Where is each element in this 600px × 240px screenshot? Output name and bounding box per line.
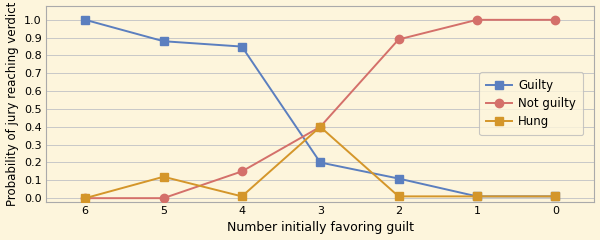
X-axis label: Number initially favoring guilt: Number initially favoring guilt: [227, 222, 414, 234]
Not guilty: [238, 170, 245, 173]
Not guilty: [82, 197, 89, 200]
Not guilty: [160, 197, 167, 200]
Not guilty: [395, 38, 402, 41]
Hung: [160, 175, 167, 178]
Guilty: [238, 45, 245, 48]
Not guilty: [317, 125, 324, 128]
Guilty: [160, 40, 167, 43]
Legend: Guilty, Not guilty, Hung: Guilty, Not guilty, Hung: [479, 72, 583, 135]
Hung: [317, 125, 324, 128]
Hung: [551, 195, 559, 198]
Line: Hung: Hung: [81, 123, 559, 202]
Hung: [238, 195, 245, 198]
Guilty: [82, 18, 89, 21]
Guilty: [317, 161, 324, 164]
Y-axis label: Probability of jury reaching verdict: Probability of jury reaching verdict: [5, 1, 19, 206]
Line: Guilty: Guilty: [81, 16, 559, 201]
Hung: [395, 195, 402, 198]
Guilty: [473, 195, 481, 198]
Hung: [82, 197, 89, 200]
Guilty: [551, 195, 559, 198]
Not guilty: [551, 18, 559, 21]
Line: Not guilty: Not guilty: [81, 16, 559, 202]
Hung: [473, 195, 481, 198]
Not guilty: [473, 18, 481, 21]
Guilty: [395, 177, 402, 180]
